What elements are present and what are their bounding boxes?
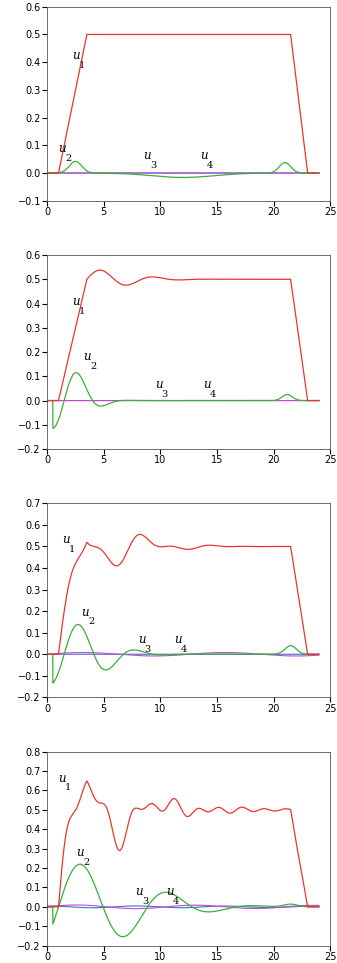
Text: u: u [81,606,89,618]
Text: u: u [200,149,208,163]
Text: 2: 2 [65,154,71,163]
Text: u: u [144,149,151,163]
Text: 4: 4 [181,645,187,654]
Text: 4: 4 [207,161,213,170]
Text: 2: 2 [90,362,96,371]
Text: 3: 3 [150,161,156,170]
Text: 1: 1 [65,784,71,793]
Text: 3: 3 [142,897,149,906]
Text: u: u [204,378,211,391]
Text: u: u [72,296,80,308]
Text: u: u [62,534,69,546]
Text: u: u [76,846,84,859]
Text: 3: 3 [161,390,168,399]
Text: 4: 4 [210,390,216,399]
Text: 4: 4 [173,897,179,906]
Text: 2: 2 [84,858,90,867]
Text: 1: 1 [79,307,85,316]
Text: u: u [59,142,66,155]
Text: u: u [72,49,80,63]
Text: 2: 2 [88,617,94,627]
Text: 1: 1 [79,61,85,70]
Text: u: u [166,885,174,898]
Text: u: u [84,350,91,363]
Text: u: u [135,885,143,898]
Text: 3: 3 [145,645,151,654]
Text: 1: 1 [69,545,75,555]
Text: u: u [138,633,145,646]
Text: u: u [174,633,182,646]
Text: u: u [59,771,66,785]
Text: u: u [155,378,162,391]
